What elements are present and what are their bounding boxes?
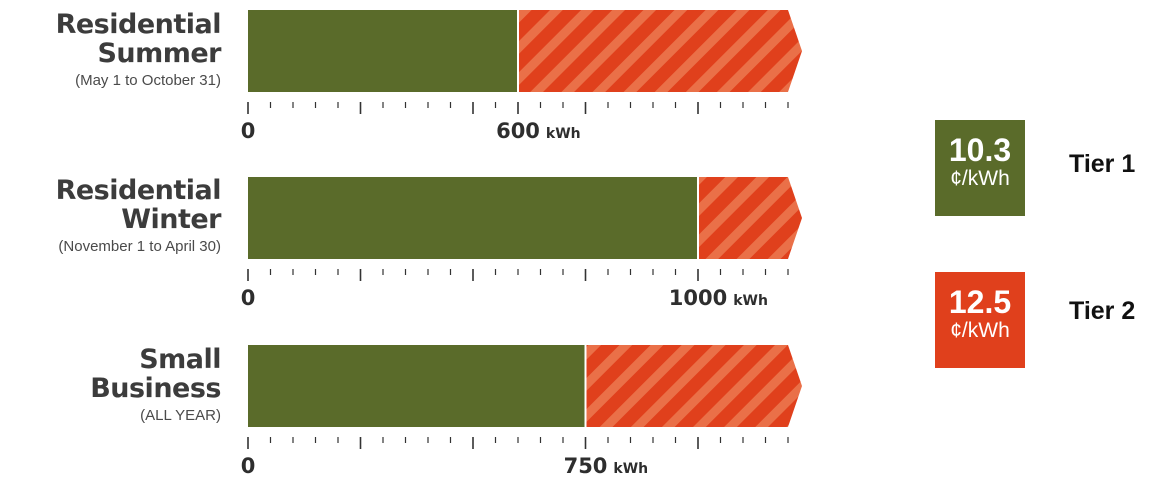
tick-label-threshold: 750 kWh <box>564 454 649 478</box>
tier2-bar <box>518 10 802 92</box>
tick-label-threshold: 600 kWh <box>496 119 581 143</box>
legend-tier2-rate: 12.5 <box>948 284 1012 320</box>
row-subtitle: (November 1 to April 30) <box>58 238 221 255</box>
threshold-value: 1000 <box>669 286 727 310</box>
row-title-line2: Business <box>90 373 221 404</box>
tick-label-threshold: 1000 kWh <box>669 286 768 310</box>
row-title-line1: Residential <box>55 175 222 206</box>
legend-tier1-unit: ¢/kWh <box>950 167 1010 190</box>
legend-tier2-label: Tier 2 <box>1069 297 1136 325</box>
threshold-unit: kWh <box>613 461 648 477</box>
row-subtitle: (ALL YEAR) <box>140 407 221 424</box>
legend-tier1-rate: 10.3 <box>948 132 1012 168</box>
tick-label-zero: 0 <box>241 454 256 478</box>
row-title-line1: Small <box>139 344 221 375</box>
threshold-unit: kWh <box>733 293 768 309</box>
threshold-value: 750 <box>564 454 608 478</box>
tick-label-zero: 0 <box>241 286 256 310</box>
row-subtitle: (May 1 to October 31) <box>75 72 221 89</box>
tier1-bar <box>248 177 698 259</box>
threshold-value: 600 <box>496 119 540 143</box>
row-label-small-business: Small Business (ALL YEAR) <box>0 345 221 426</box>
row-title-line2: Summer <box>97 38 221 69</box>
tier1-bar <box>248 345 586 427</box>
tier2-bar <box>585 345 802 427</box>
threshold-unit: kWh <box>546 126 581 142</box>
tier1-bar <box>248 10 518 92</box>
legend-tier2-unit: ¢/kWh <box>950 319 1010 342</box>
tier2-bar <box>698 177 802 259</box>
legend-tier1-label: Tier 1 <box>1069 150 1136 178</box>
row-label-residential-winter: Residential Winter (November 1 to April … <box>0 175 222 257</box>
row-title-line1: Residential <box>55 9 222 40</box>
row-title-line2: Winter <box>121 204 221 235</box>
row-label-residential-summer: Residential Summer (May 1 to October 31) <box>0 9 222 91</box>
legend-tier2-box: 12.5 ¢/kWh <box>935 272 1025 368</box>
legend-tier1-box: 10.3 ¢/kWh <box>935 120 1025 216</box>
tick-label-zero: 0 <box>241 119 256 143</box>
